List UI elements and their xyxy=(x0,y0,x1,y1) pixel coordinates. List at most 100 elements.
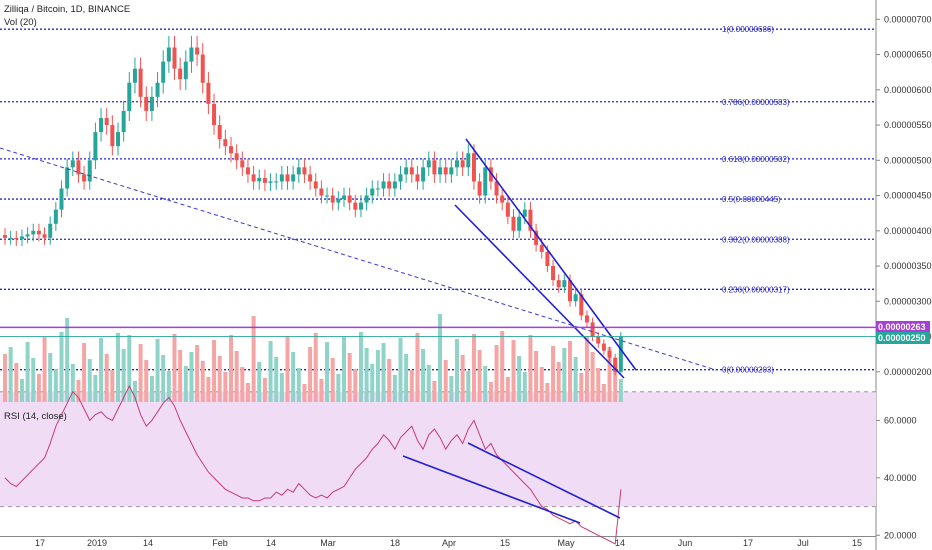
candle-body xyxy=(500,195,505,203)
candle-body xyxy=(93,132,98,161)
volume-bar xyxy=(545,383,550,402)
candle-body xyxy=(387,181,392,189)
volume-bar xyxy=(330,358,335,402)
volume-bar xyxy=(488,382,493,402)
candle-body xyxy=(234,153,239,161)
fib-level-label: 1(0.00000686) xyxy=(722,25,774,34)
candle-body xyxy=(528,209,533,231)
volume-bar xyxy=(517,356,522,402)
fib-level-label: 0.786(0.00000583) xyxy=(722,98,790,107)
volume-bar xyxy=(421,349,426,402)
volume-bar xyxy=(494,345,499,402)
x-tick-label: Jul xyxy=(797,538,809,548)
candle-body xyxy=(551,266,556,281)
candle-body xyxy=(3,235,7,238)
candle-body xyxy=(48,223,53,238)
volume-bar xyxy=(76,380,81,402)
candle-body xyxy=(601,343,606,351)
volume-bar xyxy=(573,357,578,402)
volume-bar xyxy=(223,372,228,402)
rsi-indicator-label: RSI (14, close) xyxy=(4,411,67,422)
fib-level-label: 0.236(0.00000317) xyxy=(722,285,790,294)
volume-bar xyxy=(596,368,601,402)
candle-body xyxy=(375,188,380,190)
channel-lower-line xyxy=(454,204,625,379)
volume-bar xyxy=(364,348,369,402)
candle-body xyxy=(358,202,363,210)
volume-bar xyxy=(426,365,431,402)
volume-bar xyxy=(31,358,36,402)
candle-body xyxy=(590,322,595,337)
volume-bar xyxy=(471,334,476,402)
candle-body xyxy=(178,68,183,80)
candle-body xyxy=(381,181,386,189)
volume-bar xyxy=(438,314,443,402)
volume-bar xyxy=(568,341,572,402)
candle-body xyxy=(426,160,431,168)
candle-body xyxy=(455,160,459,168)
candle-body xyxy=(432,160,437,175)
candle-body xyxy=(121,110,126,133)
candle-body xyxy=(25,234,30,237)
candle-body xyxy=(149,96,154,111)
candle-body xyxy=(8,237,13,239)
volume-bar xyxy=(178,350,183,402)
volume-bar xyxy=(132,381,137,402)
candle-body xyxy=(466,153,471,168)
fib-level-label: 0(0.00000203) xyxy=(722,366,774,375)
volume-bar xyxy=(398,338,403,402)
volume-bar xyxy=(19,379,24,402)
y-tick-label: 0.00000200 xyxy=(884,367,932,377)
volume-bar xyxy=(212,340,217,402)
candle-body xyxy=(14,237,19,240)
volume-bar xyxy=(511,340,516,402)
y-tick-label: 0.00000650 xyxy=(884,50,932,60)
candle-body xyxy=(31,230,36,235)
candle-body xyxy=(517,216,522,231)
candle-body xyxy=(319,188,324,196)
y-tick-label: 0.00000700 xyxy=(884,14,932,24)
volume-bar xyxy=(562,348,567,402)
rsi-tick-label: 20.0000 xyxy=(884,530,917,540)
candle-body xyxy=(296,167,301,175)
candle-body xyxy=(483,167,488,196)
volume-bar xyxy=(93,375,98,402)
x-tick-label: 15 xyxy=(500,538,510,548)
candle-body xyxy=(240,160,245,168)
volume-bar xyxy=(415,333,420,402)
candle-body xyxy=(200,54,205,83)
volume-bar xyxy=(381,343,386,402)
candle-body xyxy=(511,216,516,231)
x-tick-label: May xyxy=(557,538,575,548)
volume-bar xyxy=(308,347,313,402)
y-tick-label: 0.00000550 xyxy=(884,120,932,130)
volume-bar xyxy=(200,361,205,402)
volume-bar xyxy=(161,355,166,402)
x-tick-label: Feb xyxy=(212,538,228,548)
candle-body xyxy=(579,294,584,316)
x-tick-label: Mar xyxy=(320,538,336,548)
volume-bar xyxy=(3,354,7,402)
y-tick-label: 0.00000300 xyxy=(884,296,932,306)
volume-bar xyxy=(234,351,239,402)
candle-body xyxy=(104,118,109,126)
volume-bar xyxy=(155,339,160,402)
chart-title: Zilliqa / Bitcoin, 1D, BINANCE xyxy=(4,4,131,15)
volume-bar xyxy=(443,360,448,402)
volume-bar xyxy=(14,363,19,402)
candle-body xyxy=(596,336,601,344)
volume-indicator-label: Vol (20) xyxy=(4,17,37,28)
volume-bar xyxy=(342,337,346,402)
volume-bar xyxy=(613,363,618,402)
candle-body xyxy=(268,181,273,183)
volume-bar xyxy=(522,372,527,402)
candle-body xyxy=(172,47,177,69)
candle-body xyxy=(471,153,476,182)
volume-bar xyxy=(166,371,171,402)
volume-bar xyxy=(551,346,556,402)
volume-bar xyxy=(358,332,363,402)
candle-body xyxy=(257,177,262,182)
candle-body xyxy=(212,103,217,126)
volume-bar xyxy=(138,344,143,402)
